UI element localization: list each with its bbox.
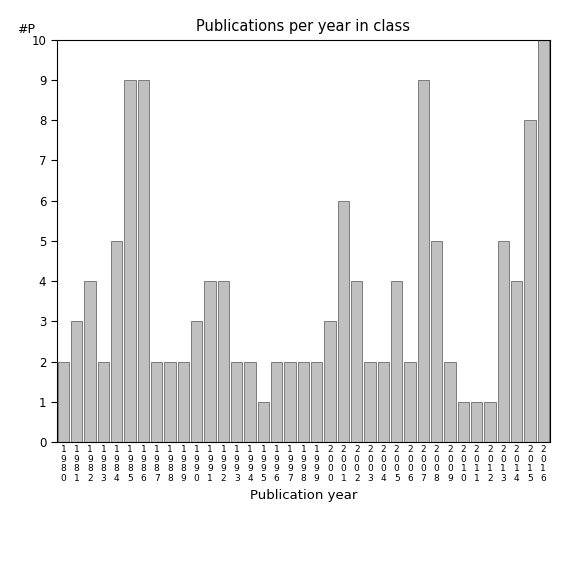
Bar xyxy=(471,402,483,442)
Bar xyxy=(298,362,309,442)
Bar xyxy=(204,281,215,442)
Bar xyxy=(98,362,109,442)
Bar xyxy=(378,362,389,442)
Bar xyxy=(111,241,122,442)
Bar xyxy=(164,362,176,442)
Bar xyxy=(257,402,269,442)
Bar xyxy=(458,402,469,442)
Bar xyxy=(524,120,536,442)
Bar xyxy=(351,281,362,442)
X-axis label: Publication year: Publication year xyxy=(249,489,357,502)
Bar xyxy=(124,80,136,442)
Bar xyxy=(231,362,242,442)
Bar xyxy=(324,321,336,442)
Title: Publications per year in class: Publications per year in class xyxy=(196,19,411,35)
Bar xyxy=(511,281,522,442)
Bar xyxy=(138,80,149,442)
Bar xyxy=(418,80,429,442)
Bar xyxy=(271,362,282,442)
Bar xyxy=(498,241,509,442)
Bar xyxy=(191,321,202,442)
Bar xyxy=(365,362,376,442)
Bar xyxy=(311,362,323,442)
Bar xyxy=(445,362,456,442)
Bar xyxy=(58,362,69,442)
Bar xyxy=(84,281,96,442)
Bar xyxy=(218,281,229,442)
Text: #P: #P xyxy=(17,23,35,36)
Bar xyxy=(177,362,189,442)
Bar xyxy=(391,281,403,442)
Bar xyxy=(484,402,496,442)
Bar xyxy=(431,241,442,442)
Bar xyxy=(404,362,416,442)
Bar xyxy=(338,201,349,442)
Bar xyxy=(538,40,549,442)
Bar xyxy=(151,362,162,442)
Bar xyxy=(71,321,82,442)
Bar xyxy=(244,362,256,442)
Bar xyxy=(284,362,295,442)
